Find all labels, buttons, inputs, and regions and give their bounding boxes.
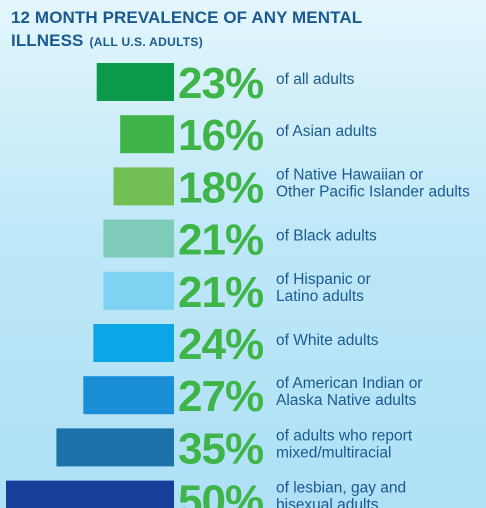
bar-2 [113,167,174,206]
category-label-5: of White adults [276,332,379,349]
chart-title: 12 MONTH PREVALENCE OF ANY MENTAL ILLNES… [11,6,481,54]
value-label-6: 27% [178,372,263,421]
bar-5 [93,324,174,362]
category-label-0: of all adults [276,71,355,88]
value-label-1: 16% [178,111,263,160]
category-label-1: of Asian adults [276,123,377,140]
category-label-8: of lesbian, gay and bisexual adults [276,480,406,508]
chart-title-line1: 12 MONTH PREVALENCE OF ANY MENTAL [11,8,363,27]
category-label-7: of adults who report mixed/multiracial [276,427,413,461]
value-label-5: 24% [178,320,263,369]
bar-6 [83,376,174,415]
bar-7 [56,428,174,467]
value-label-4: 21% [178,268,263,317]
value-label-7: 35% [178,424,263,473]
category-label-6: of American Indian or Alaska Native adult… [276,375,422,409]
chart-subtitle: (ALL U.S. ADULTS) [89,35,204,49]
category-label-4: of Hispanic or Latino adults [276,271,371,305]
category-label-3: of Black adults [276,228,377,245]
bar-3 [103,219,174,258]
bar-4 [103,271,174,310]
value-label-8: 50% [178,477,263,508]
chart-title-line2-text: ILLNESS [11,31,84,50]
value-label-0: 23% [178,59,263,108]
value-label-3: 21% [178,216,263,265]
bar-0 [96,63,174,101]
bar-1 [120,115,174,154]
bar-8 [6,480,174,508]
chart-title-line2: ILLNESS (ALL U.S. ADULTS) [11,29,481,54]
value-label-2: 18% [178,163,263,212]
category-label-2: of Native Hawaiian or Other Pacific Islan… [276,166,470,200]
